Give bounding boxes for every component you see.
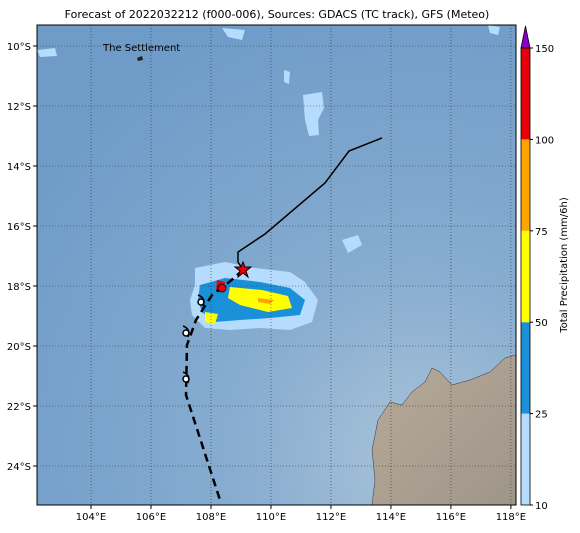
y-tick-label: 24°S [7,462,31,473]
place-label: The Settlement [102,43,180,54]
colorbar-tick-label: 75 [535,227,548,238]
colorbar-segment [521,48,530,140]
past-track [237,137,383,271]
precip-high [205,287,292,324]
colorbar-label: Total Precipitation (mm/6h) [559,197,570,334]
map-area [37,25,516,505]
colorbar-tick-label: 100 [535,135,554,146]
cyclone-symbols [182,294,205,384]
x-tick-label: 116°E [436,512,466,523]
y-tick-label: 18°S [7,282,31,293]
y-tick-label: 22°S [7,402,31,413]
colorbar-tick-label: 150 [535,44,554,55]
land [371,354,516,505]
colorbar-tick-label: 10 [535,501,548,512]
colorbar-extend [520,25,531,49]
map-frame [36,24,517,506]
x-tick-label: 106°E [136,512,166,523]
current-position-star [233,260,253,279]
colorbar: 10 25 50 75 100 150 Total Precipitation (mm/6h… [520,25,570,512]
y-tick-label: 16°S [7,222,31,233]
y-tick-label: 10°S [7,42,31,53]
x-tick-label: 110°E [256,512,286,523]
colorbar-segment [521,139,530,231]
forecast-track [184,269,244,501]
axes: 104°E 106°E 108°E 110°E 112°E 114°E 116°E 118°E… [7,42,526,523]
colorbar-frame [520,47,531,506]
x-tick-label: 118°E [496,512,526,523]
colorbar-segment [521,413,530,505]
x-tick-label: 108°E [196,512,226,523]
x-tick-label: 114°E [376,512,406,523]
y-tick-label: 20°S [7,342,31,353]
cyclone-position [217,283,227,293]
colorbar-tick-label: 25 [535,410,548,421]
colorbar-tick-label: 50 [535,318,548,329]
grid [37,25,516,505]
y-tick-label: 14°S [7,162,31,173]
precip-higher [258,298,274,304]
y-tick-label: 12°S [7,102,31,113]
colorbar-segment [521,322,530,414]
colorbar-segment [521,230,530,323]
island [137,56,143,61]
x-tick-label: 112°E [316,512,346,523]
title: Forecast of 2022032212 (f000-006), Sourc… [65,8,490,21]
x-tick-label: 104°E [76,512,106,523]
